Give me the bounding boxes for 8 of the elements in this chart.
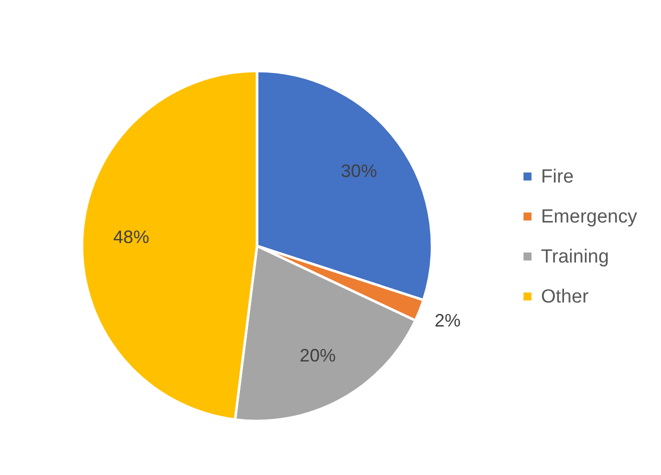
data-label: 20% xyxy=(300,345,336,366)
legend-label: Training xyxy=(541,246,609,268)
legend-label: Other xyxy=(541,286,590,308)
data-label: 30% xyxy=(340,160,377,181)
data-label: 2% xyxy=(434,310,461,330)
legend-label: Fire xyxy=(541,166,574,188)
data-label: 48% xyxy=(113,227,150,248)
legend-label: Emergency xyxy=(541,206,638,228)
